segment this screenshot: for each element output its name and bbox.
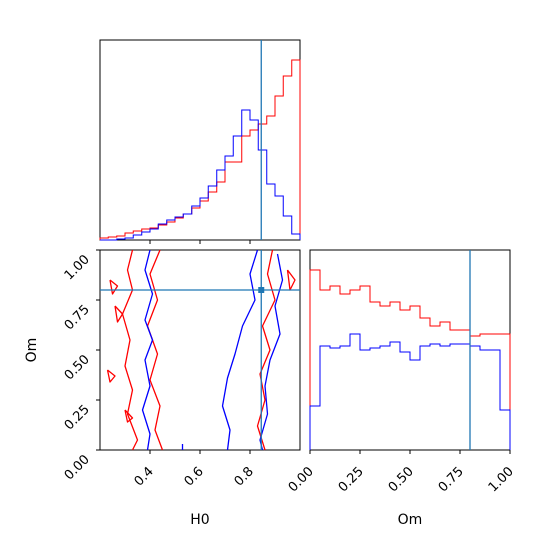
contour-blue-2: [259, 253, 284, 451]
h0-histogram-layer: [99, 40, 301, 241]
om-xtick-label-2: 0.50: [386, 464, 417, 495]
contour-red-4: [114, 305, 124, 323]
contour-red-7: [286, 269, 296, 291]
om-xtick-label-3: 0.75: [436, 464, 467, 495]
om-xtick-label-1: 0.25: [336, 464, 367, 495]
contour-ytick-label-4: 1.00: [62, 252, 93, 283]
contour-blue-0: [141, 249, 154, 451]
h0-histogram-red: [99, 59, 301, 240]
h0-histogram-blue: [100, 109, 301, 241]
om-histogram-blue: [309, 333, 511, 450]
y-axis-label-om: Om: [24, 338, 40, 363]
contour-ytick-label-2: 0.50: [62, 352, 93, 383]
contour-layer: [100, 249, 300, 451]
contour-xtick-label-1: 0.6: [182, 464, 207, 489]
contour-red-2: [256, 249, 276, 451]
om-histogram-layer: [309, 250, 511, 450]
contour-ytick-label-0: 0.00: [62, 452, 93, 483]
contour-red-0: [121, 249, 139, 451]
contour-blue-1: [221, 249, 259, 451]
h0-histogram-frame: [99, 39, 301, 241]
x-axis-label-om: Om: [398, 512, 423, 528]
om-xtick-label-4: 1.00: [486, 464, 517, 495]
contour-ytick-label-1: 0.25: [62, 402, 93, 433]
contour-red-3: [109, 279, 119, 295]
contour-xtick-label-2: 0.8: [232, 464, 257, 489]
x-axis-label-h0: H0: [190, 512, 209, 528]
contour-red-6: [124, 409, 134, 423]
om-xtick-label-0: 0.00: [286, 464, 317, 495]
contour-red-1: [146, 249, 164, 451]
contour-red-5: [106, 369, 116, 383]
contour-ytick-label-3: 0.75: [62, 302, 93, 333]
truth-point: [258, 287, 265, 293]
contour-xtick-label-0: 0.4: [132, 464, 157, 489]
